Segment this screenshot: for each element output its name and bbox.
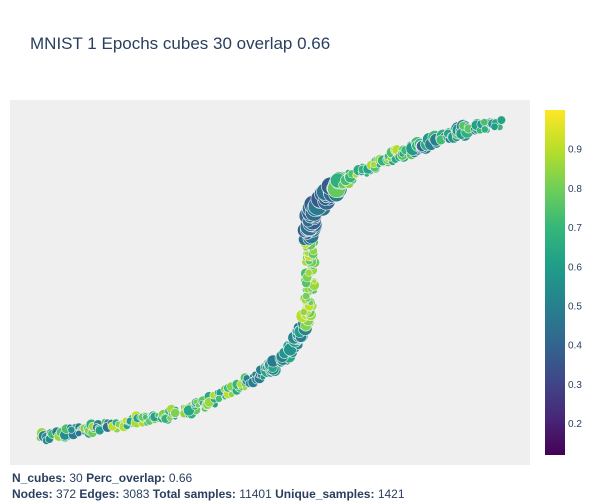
stats-line-1: N_cubes: 30 Perc_overlap: 0.66 — [12, 471, 192, 485]
graph-node[interactable] — [75, 429, 83, 437]
nodes-layer — [35, 115, 507, 445]
colorbar-tick-label: 0.5 — [568, 302, 582, 313]
nodes-label: Nodes: — [12, 487, 53, 501]
graph-node[interactable] — [67, 425, 76, 434]
colorbar-tick-label: 0.2 — [568, 419, 582, 430]
total-samples-value: 11401 — [239, 487, 272, 501]
edges-label: Edges: — [79, 487, 120, 501]
colorbar-tick-label: 0.4 — [568, 341, 582, 352]
graph-node[interactable] — [311, 278, 318, 285]
graph-node[interactable] — [490, 122, 499, 131]
stats-line-2: Nodes: 372 Edges: 3083 Total samples: 11… — [12, 487, 405, 501]
graph-node[interactable] — [170, 407, 180, 418]
graph-node[interactable] — [304, 268, 313, 277]
colorbar-tick-label: 0.6 — [568, 262, 582, 273]
unique-samples-label: Unique_samples: — [275, 487, 375, 501]
graph-node[interactable] — [299, 308, 308, 316]
colorbar-tick-label: 0.7 — [568, 223, 582, 234]
perc-overlap-value: 0.66 — [168, 471, 193, 485]
plot-area — [10, 100, 530, 465]
colorbar-tick-label: 0.8 — [568, 184, 582, 195]
perc-overlap-label: Perc_overlap: — [86, 471, 166, 485]
n-cubes-label: N_cubes: — [12, 471, 67, 485]
graph-node[interactable] — [496, 115, 507, 125]
colorbar-tick-label: 0.9 — [568, 145, 582, 156]
colorbar — [545, 110, 565, 455]
edges-value: 3083 — [122, 487, 150, 501]
graph-node[interactable] — [214, 394, 223, 403]
graph-node[interactable] — [480, 118, 489, 127]
unique-samples-value: 1421 — [377, 487, 405, 501]
n-cubes-value: 30 — [69, 471, 83, 485]
colorbar-tick-label: 0.3 — [568, 380, 582, 391]
total-samples-label: Total samples: — [152, 487, 236, 501]
chart-title: MNIST 1 Epochs cubes 30 overlap 0.66 — [30, 34, 331, 53]
colorbar-ticks: 0.2 0.3 0.4 0.5 0.6 0.7 0.8 0.9 — [568, 145, 582, 430]
nodes-value: 372 — [56, 487, 77, 501]
graph-node[interactable] — [302, 291, 311, 301]
